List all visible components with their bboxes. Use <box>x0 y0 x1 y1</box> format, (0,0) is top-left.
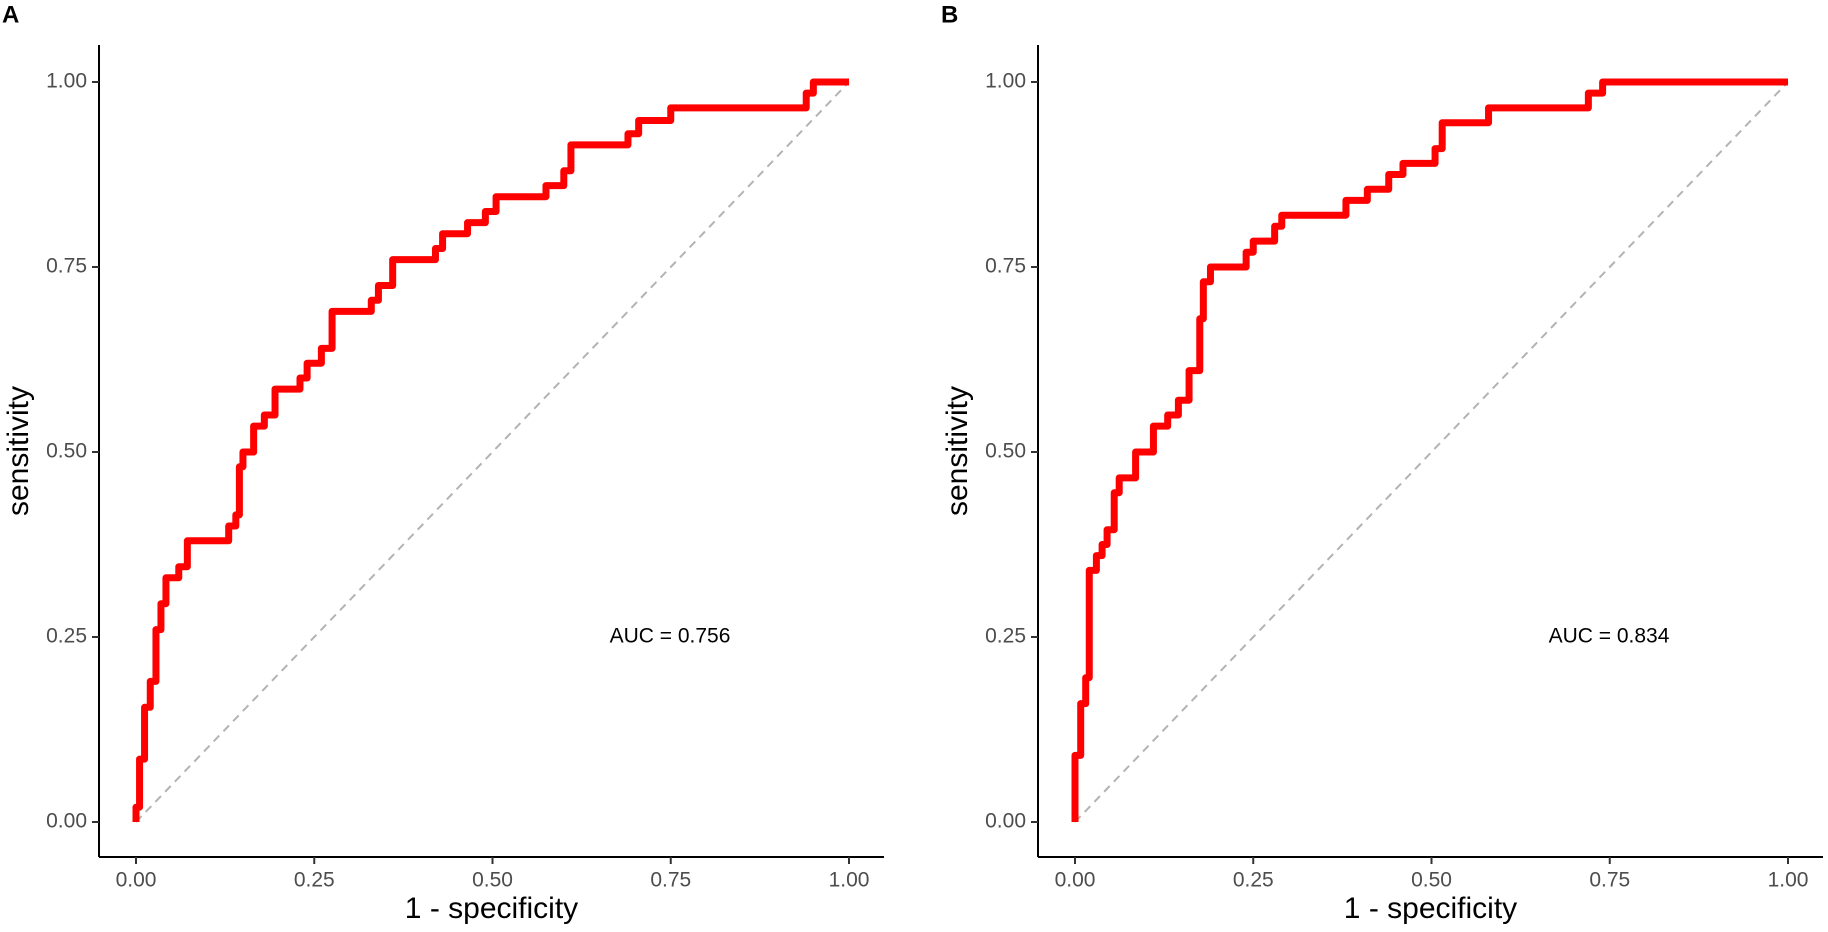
y-tick-label: 0.00 <box>985 810 1026 833</box>
x-tick-label: 0.50 <box>472 869 513 892</box>
y-tick-label: 0.75 <box>46 255 87 278</box>
x-tick-label: 1.00 <box>1768 869 1809 892</box>
auc-annotation: AUC = 0.834 <box>1549 625 1670 648</box>
auc-annotation: AUC = 0.756 <box>610 625 731 648</box>
y-tick-label: 0.25 <box>985 625 1026 648</box>
y-tick-label: 0.00 <box>46 810 87 833</box>
x-tick-label: 1.00 <box>829 869 870 892</box>
panel-label: A <box>2 1 19 28</box>
reference-diagonal <box>135 81 850 823</box>
x-tick-label: 0.25 <box>294 869 335 892</box>
y-tick-label: 0.25 <box>46 625 87 648</box>
x-tick-label: 0.50 <box>1411 869 1452 892</box>
reference-diagonal <box>1074 81 1789 823</box>
roc-curve <box>1071 78 1788 822</box>
x-tick-label: 0.25 <box>1233 869 1274 892</box>
x-tick-label: 0.00 <box>1055 869 1096 892</box>
y-tick-label: 0.50 <box>46 440 87 463</box>
x-tick-label: 0.00 <box>116 869 157 892</box>
roc-curve <box>132 78 849 822</box>
y-axis-title: sensitivity <box>2 386 35 516</box>
y-tick-label: 1.00 <box>985 70 1026 93</box>
y-tick-label: 0.50 <box>985 440 1026 463</box>
x-axis-title: 1 - specificity <box>1344 892 1517 925</box>
x-tick-label: 0.75 <box>650 869 691 892</box>
x-axis-title: 1 - specificity <box>405 892 578 925</box>
y-tick-label: 1.00 <box>46 70 87 93</box>
y-tick-label: 0.75 <box>985 255 1026 278</box>
y-axis-title: sensitivity <box>941 386 974 516</box>
panel-label: B <box>941 1 958 28</box>
x-tick-label: 0.75 <box>1589 869 1630 892</box>
